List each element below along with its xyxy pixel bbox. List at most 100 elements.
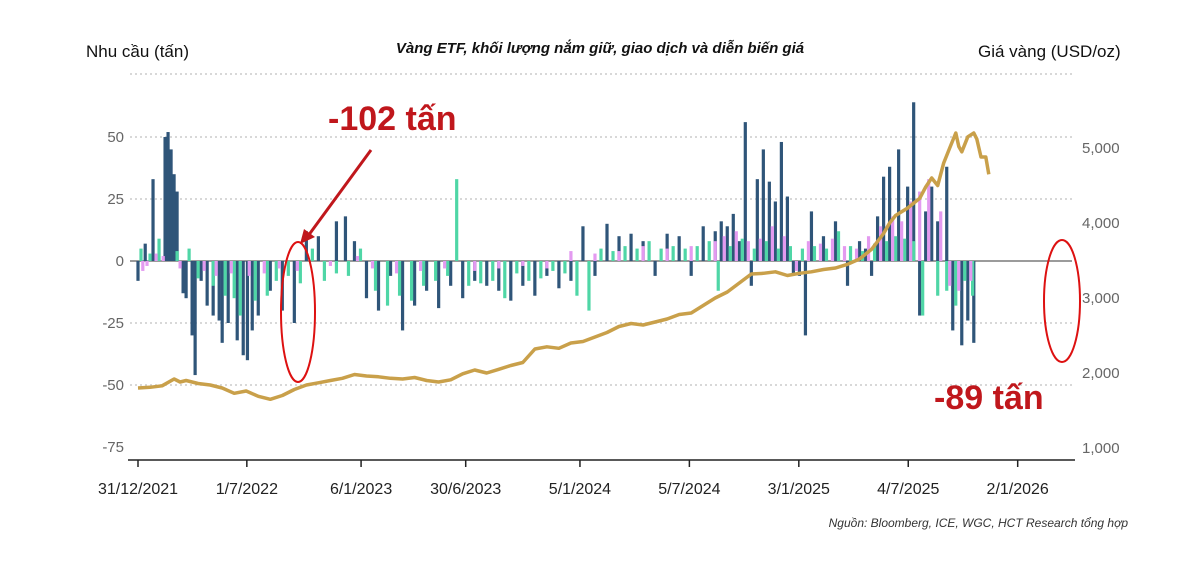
bar-pink	[545, 261, 549, 269]
bar-pink	[161, 256, 165, 261]
source-note: Nguồn: Bloomberg, ICE, WGC, HCT Research…	[828, 516, 1128, 530]
bar-pink	[328, 261, 333, 266]
bar-dark	[437, 261, 441, 309]
x-axis-tick-label: 31/12/2021	[98, 481, 178, 498]
chart-title: Vàng ETF, khối lượng nắm giữ, giao dịch …	[395, 40, 805, 57]
bar-green	[599, 248, 603, 261]
bar-green	[187, 248, 191, 261]
bar-green	[409, 261, 414, 301]
bar-pink	[891, 216, 895, 261]
x-axis-tick-label: 30/6/2023	[430, 481, 501, 498]
bar-dark	[665, 233, 669, 261]
bar-green	[635, 248, 639, 261]
bar-dark	[497, 261, 501, 291]
bar-green	[912, 241, 916, 261]
bar-green	[954, 261, 958, 306]
bars-series-dark	[136, 102, 976, 376]
bar-dark	[143, 243, 147, 261]
bar-dark	[924, 211, 928, 261]
bar-green	[265, 261, 269, 296]
bar-pink	[878, 226, 883, 261]
bar-pink	[370, 261, 375, 269]
bar-green	[274, 261, 278, 281]
bar-green	[728, 246, 732, 261]
bar-pink	[770, 226, 774, 261]
bar-pink	[295, 261, 299, 271]
bar-pink	[277, 261, 281, 269]
bar-pink	[900, 221, 904, 261]
right-axis-tick-label: 4,000	[1082, 215, 1120, 232]
bar-pink	[569, 251, 573, 261]
bar-pink	[214, 261, 218, 276]
bar-green	[575, 261, 579, 296]
bar-pink	[202, 261, 206, 271]
bar-dark	[412, 261, 417, 306]
bar-dark	[151, 179, 155, 261]
bar-dark	[268, 261, 272, 291]
bar-dark	[205, 261, 209, 306]
bar-dark	[352, 241, 357, 261]
bar-dark	[773, 201, 777, 261]
bar-green	[434, 261, 438, 281]
left-axis-tick-label: 0	[116, 253, 124, 270]
bar-green	[515, 261, 519, 274]
bar-pink	[247, 261, 251, 276]
bar-pink	[497, 261, 501, 269]
bar-dark	[181, 261, 185, 294]
bar-dark	[761, 149, 765, 261]
bar-green	[647, 241, 651, 261]
bar-green	[623, 246, 627, 261]
bar-green	[286, 261, 290, 276]
bar-dark	[485, 261, 489, 286]
bar-green	[223, 261, 227, 296]
bar-green	[812, 246, 817, 261]
bar-dark	[743, 122, 747, 262]
bar-pink	[758, 238, 762, 261]
x-axis-tick-label: 6/1/2023	[330, 481, 392, 498]
bar-pink	[473, 261, 477, 271]
bar-green	[479, 261, 483, 284]
bar-green	[752, 248, 756, 261]
bar-green	[373, 261, 378, 291]
bar-dark	[304, 231, 308, 261]
bar-pink	[593, 253, 597, 261]
bar-dark	[809, 211, 814, 261]
bar-pink	[713, 241, 717, 261]
bar-dark	[400, 261, 405, 331]
bar-dark	[569, 261, 573, 281]
bar-green	[716, 261, 720, 291]
bar-dark	[235, 261, 239, 341]
bar-dark	[888, 166, 892, 261]
bar-green	[936, 261, 940, 296]
bar-dark	[833, 221, 838, 261]
bar-dark	[364, 261, 369, 299]
bar-pink	[521, 261, 525, 266]
bar-pink	[830, 238, 835, 261]
bar-dark	[376, 261, 381, 311]
annotation-outflow-2022: -102 tấn	[328, 100, 457, 138]
bar-green	[963, 261, 967, 281]
bar-dark	[605, 223, 609, 261]
bar-green	[467, 261, 471, 286]
bar-green	[446, 261, 450, 276]
left-axis-tick-label: -25	[102, 315, 124, 332]
bar-pink	[818, 243, 823, 261]
bar-dark	[245, 261, 250, 361]
bar-pink	[969, 261, 973, 281]
annotation-arrow	[306, 149, 373, 237]
left-axis-unit-label: Nhu cầu (tấn)	[86, 42, 189, 61]
bar-dark	[725, 226, 729, 261]
bar-green	[322, 261, 326, 281]
bar-dark	[785, 196, 789, 261]
left-axis-ticks: 50 25 0 -25 -50 -75	[102, 129, 124, 456]
bar-green	[455, 179, 459, 261]
bar-dark	[779, 141, 783, 261]
bar-dark	[869, 261, 874, 276]
bar-dark	[912, 102, 916, 261]
bar-pink	[262, 261, 266, 274]
bar-green	[921, 261, 925, 316]
bar-pink	[154, 253, 158, 261]
right-axis-unit-label: Giá vàng (USD/oz)	[978, 42, 1121, 61]
bar-pink	[948, 261, 952, 286]
